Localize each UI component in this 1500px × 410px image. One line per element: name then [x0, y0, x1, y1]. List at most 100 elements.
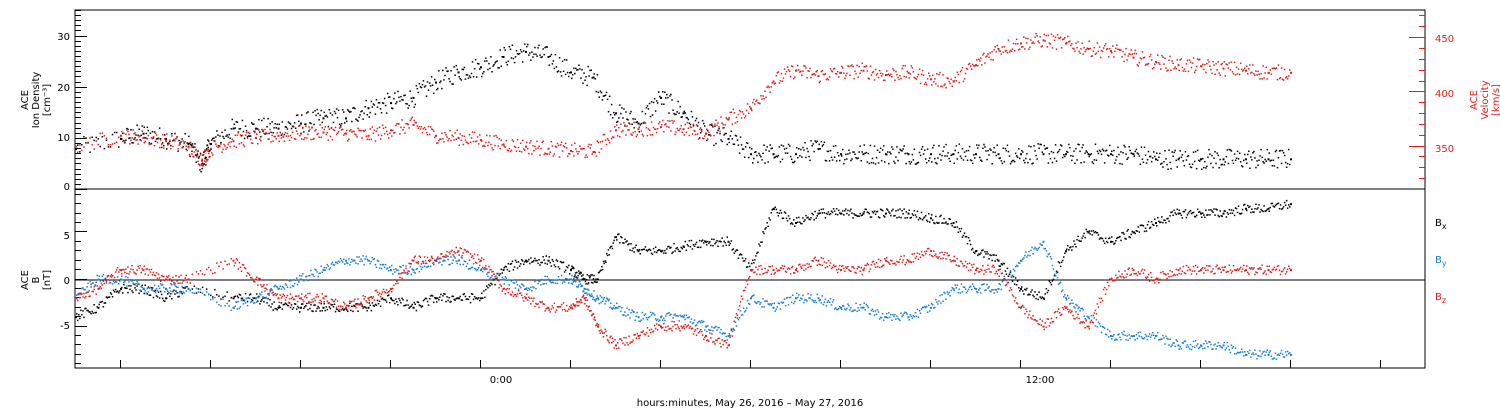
data-point	[1053, 275, 1056, 277]
data-point	[424, 128, 427, 131]
data-point	[486, 273, 488, 276]
data-point	[386, 267, 389, 269]
data-point	[1063, 256, 1065, 258]
data-point	[999, 50, 1001, 52]
data-point	[619, 242, 621, 244]
data-point	[131, 137, 133, 139]
data-point	[588, 293, 590, 295]
data-point	[373, 305, 376, 307]
data-point	[634, 319, 636, 321]
data-point	[622, 129, 624, 132]
data-point	[228, 141, 230, 144]
data-point	[131, 280, 133, 282]
data-point	[1064, 294, 1066, 296]
data-point	[1240, 68, 1243, 71]
data-point	[988, 154, 990, 156]
data-point	[940, 159, 942, 161]
data-point	[977, 65, 979, 67]
data-point	[602, 260, 605, 263]
data-point	[552, 281, 555, 284]
data-point	[1278, 77, 1281, 80]
data-point	[601, 140, 604, 143]
data-point	[1181, 217, 1184, 219]
data-point	[472, 262, 475, 265]
data-point	[653, 128, 656, 130]
data-point	[749, 265, 751, 268]
data-point	[1221, 215, 1223, 218]
data-point	[510, 149, 513, 152]
data-point	[436, 301, 438, 303]
data-point	[83, 316, 85, 319]
data-point	[331, 304, 334, 306]
data-point	[804, 219, 806, 221]
data-point	[1113, 334, 1115, 336]
data-point	[599, 90, 602, 92]
data-point	[490, 269, 492, 271]
data-point	[140, 286, 142, 288]
data-point	[349, 264, 351, 266]
data-point	[1053, 273, 1056, 275]
data-point	[460, 79, 463, 81]
data-point	[221, 151, 223, 153]
data-point	[937, 85, 939, 87]
data-point	[1244, 203, 1246, 206]
data-point	[1135, 334, 1138, 336]
data-point	[671, 320, 673, 323]
data-point	[1180, 348, 1183, 350]
data-point	[1029, 293, 1031, 296]
data-point	[738, 317, 741, 319]
data-point	[421, 266, 424, 269]
data-point	[570, 268, 573, 270]
data-point	[179, 291, 181, 293]
data-point	[1199, 160, 1201, 162]
data-point	[951, 224, 953, 227]
data-point	[273, 127, 275, 129]
data-point	[576, 150, 578, 153]
data-point	[1048, 42, 1051, 44]
data-point	[1048, 153, 1051, 155]
data-point	[945, 87, 947, 89]
data-point	[1192, 340, 1195, 343]
data-point	[731, 138, 734, 140]
data-point	[1225, 63, 1228, 65]
data-point	[1185, 159, 1188, 161]
data-point	[177, 148, 179, 150]
data-point	[917, 316, 920, 318]
data-point	[897, 159, 899, 162]
data-point	[338, 310, 341, 313]
data-point	[290, 136, 293, 139]
data-point	[696, 322, 699, 324]
data-point	[849, 309, 851, 311]
data-point	[786, 296, 789, 299]
data-point	[1033, 295, 1035, 298]
data-point	[812, 299, 814, 302]
data-point	[442, 138, 444, 140]
data-point	[1249, 64, 1251, 66]
data-point	[399, 100, 401, 102]
data-point	[891, 319, 893, 321]
data-point	[555, 279, 558, 281]
data-point	[352, 130, 354, 133]
data-point	[994, 151, 996, 154]
data-point	[1208, 148, 1210, 151]
data-point	[386, 133, 389, 136]
data-point	[789, 223, 792, 225]
data-point	[985, 253, 987, 255]
data-point	[718, 126, 720, 128]
data-point	[368, 138, 370, 141]
data-point	[245, 275, 248, 277]
data-point	[755, 100, 757, 103]
data-point	[367, 134, 370, 137]
data-point	[678, 112, 680, 114]
data-point	[511, 279, 514, 281]
data-point	[842, 67, 844, 69]
data-point	[1021, 286, 1023, 288]
data-point	[1209, 153, 1211, 155]
data-point	[800, 297, 802, 299]
data-point	[450, 300, 452, 303]
data-point	[546, 153, 548, 155]
data-point	[268, 132, 270, 135]
data-point	[193, 292, 196, 294]
data-point	[1049, 256, 1052, 258]
data-point	[476, 136, 479, 138]
